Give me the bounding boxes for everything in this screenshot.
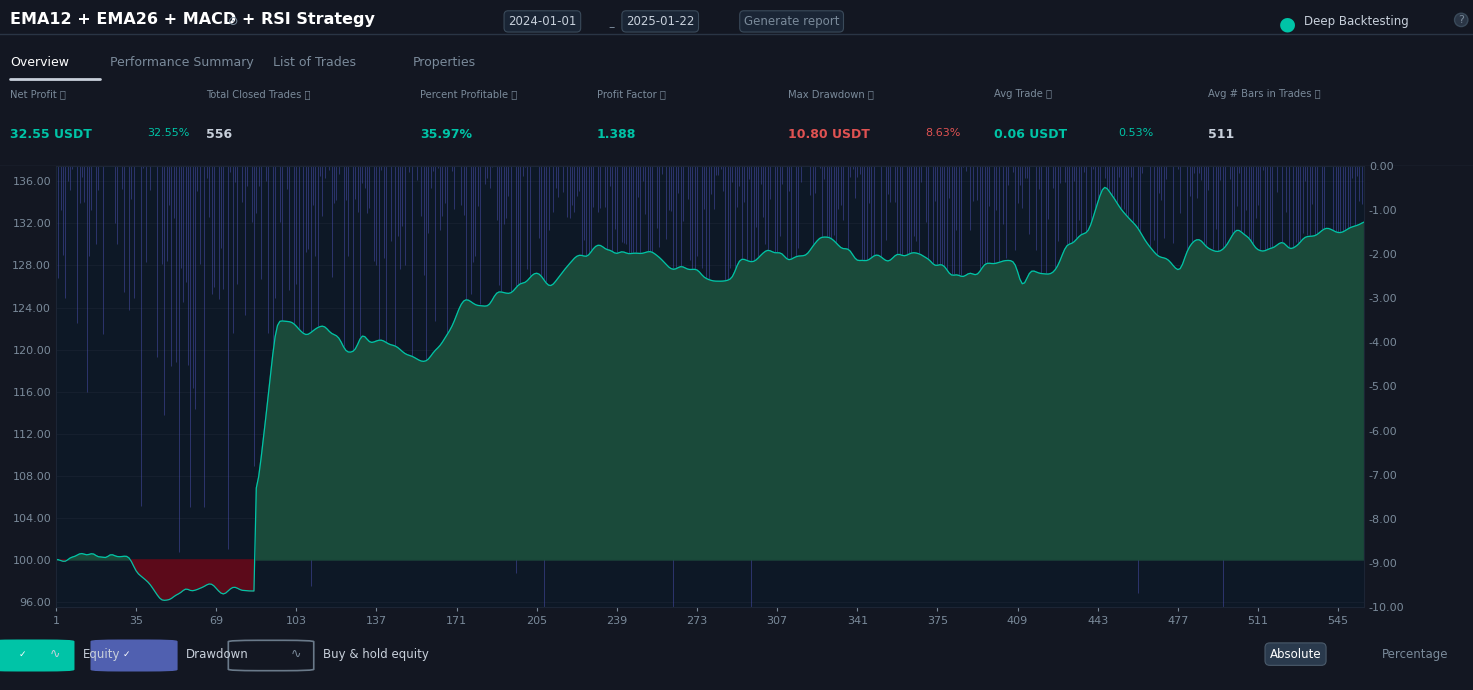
Text: ∿: ∿ [50, 648, 60, 660]
Text: Absolute: Absolute [1270, 648, 1321, 660]
Text: Properties: Properties [412, 57, 476, 69]
Text: 511: 511 [1208, 128, 1234, 141]
Text: 2025-01-22: 2025-01-22 [626, 15, 694, 28]
Text: ⬛: ⬛ [153, 649, 158, 659]
Text: Avg # Bars in Trades ⓘ: Avg # Bars in Trades ⓘ [1208, 90, 1320, 99]
Text: 556: 556 [206, 128, 233, 141]
Text: ●: ● [1279, 15, 1296, 34]
Text: 0.53%: 0.53% [1119, 128, 1153, 138]
Text: Deep Backtesting: Deep Backtesting [1304, 15, 1408, 28]
Text: 32.55%: 32.55% [147, 128, 190, 138]
Text: Performance Summary: Performance Summary [110, 57, 255, 69]
Text: 8.63%: 8.63% [925, 128, 960, 138]
Text: List of Trades: List of Trades [273, 57, 355, 69]
Text: 0.06 USDT: 0.06 USDT [994, 128, 1068, 141]
Text: 1.388: 1.388 [597, 128, 636, 141]
Text: Max Drawdown ⓘ: Max Drawdown ⓘ [788, 90, 873, 99]
Text: Profit Factor ⓘ: Profit Factor ⓘ [597, 90, 666, 99]
Text: ?: ? [1458, 15, 1464, 25]
Text: Total Closed Trades ⓘ: Total Closed Trades ⓘ [206, 90, 311, 99]
Text: Drawdown: Drawdown [186, 648, 249, 660]
Text: 32.55 USDT: 32.55 USDT [10, 128, 93, 141]
Text: ✓: ✓ [122, 649, 130, 659]
Text: 10.80 USDT: 10.80 USDT [788, 128, 871, 141]
Text: –: – [608, 21, 614, 34]
Text: ✓: ✓ [19, 649, 27, 659]
Text: EMA12 + EMA26 + MACD + RSI Strategy: EMA12 + EMA26 + MACD + RSI Strategy [10, 12, 376, 28]
Text: Equity: Equity [82, 648, 119, 660]
Text: ⊙: ⊙ [228, 15, 239, 28]
Text: 2024-01-01: 2024-01-01 [508, 15, 576, 28]
Text: 35.97%: 35.97% [420, 128, 471, 141]
Text: Buy & hold equity: Buy & hold equity [323, 648, 429, 660]
Text: Percentage: Percentage [1382, 648, 1448, 660]
Text: Generate report: Generate report [744, 15, 840, 28]
Text: Avg Trade ⓘ: Avg Trade ⓘ [994, 90, 1052, 99]
Text: Overview: Overview [10, 57, 69, 69]
Text: Percent Profitable ⓘ: Percent Profitable ⓘ [420, 90, 517, 99]
FancyBboxPatch shape [91, 640, 177, 671]
Text: ∿: ∿ [290, 648, 300, 660]
Text: Net Profit ⓘ: Net Profit ⓘ [10, 90, 66, 99]
FancyBboxPatch shape [0, 640, 74, 671]
